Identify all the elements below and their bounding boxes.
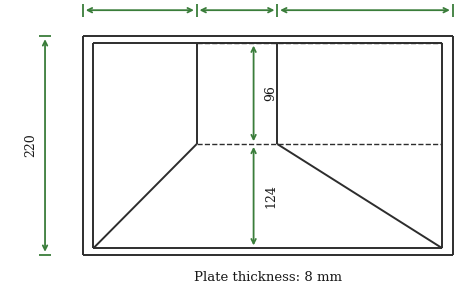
Text: 96: 96: [264, 86, 277, 101]
Text: 220: 220: [24, 134, 37, 157]
Text: 170: 170: [128, 0, 152, 2]
Text: 124: 124: [264, 184, 277, 208]
Text: 170: 170: [353, 0, 377, 2]
Text: 160: 160: [225, 0, 249, 2]
Text: Plate thickness: 8 mm: Plate thickness: 8 mm: [194, 271, 342, 284]
